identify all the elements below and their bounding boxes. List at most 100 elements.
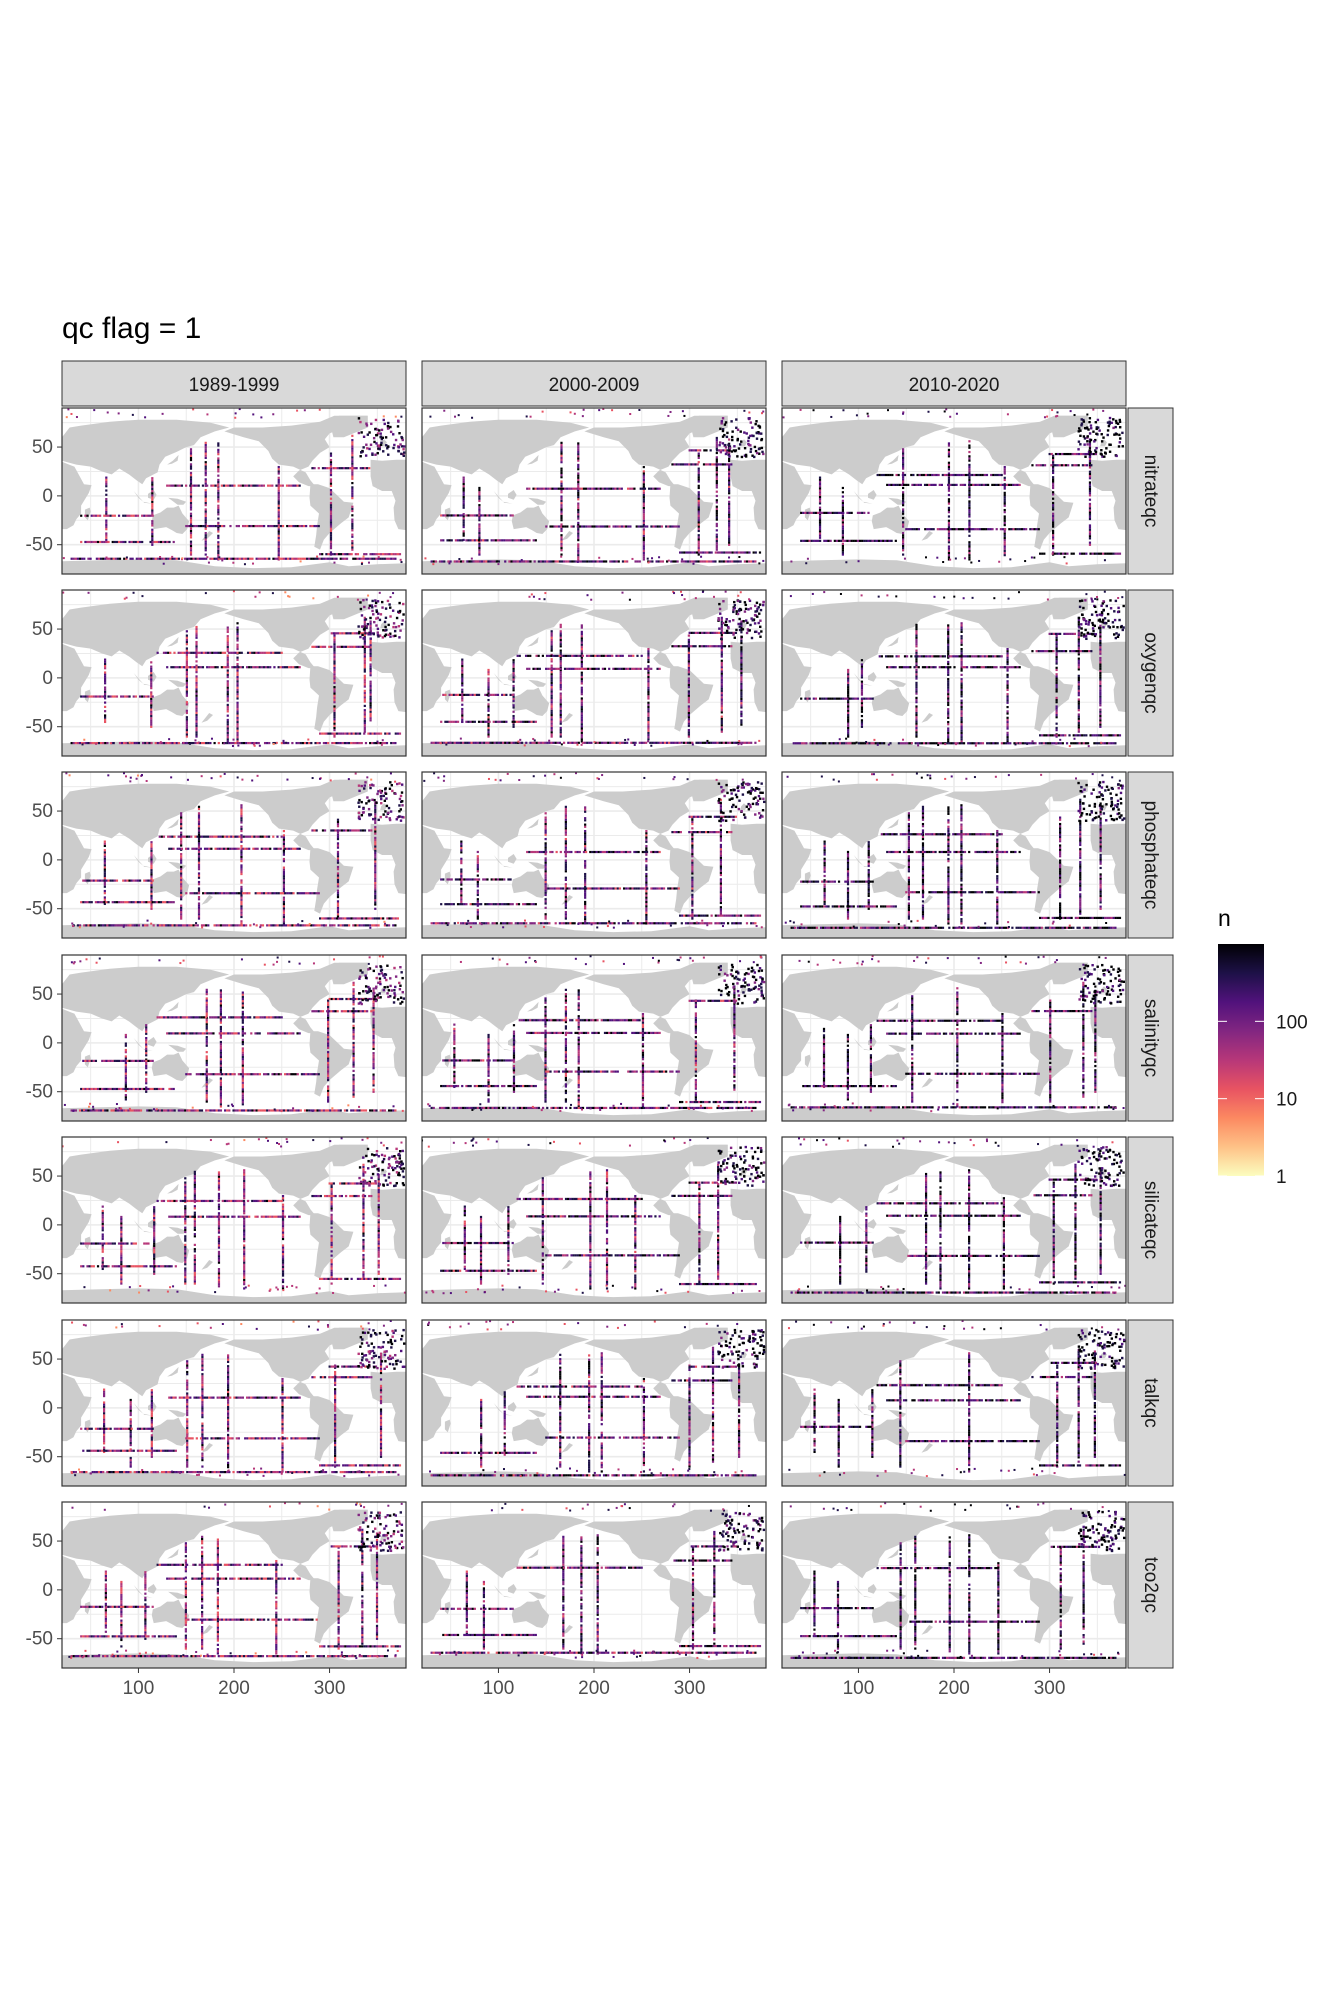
obs-tile [67, 408, 70, 411]
obs-tile [927, 655, 930, 658]
obs-tile [1099, 644, 1102, 647]
obs-tile [720, 730, 723, 733]
obs-tile [754, 422, 757, 426]
obs-tile [139, 557, 143, 560]
obs-tile [947, 541, 951, 544]
obs-tile [551, 487, 554, 490]
land-mass [584, 597, 728, 669]
obs-tile [353, 632, 356, 635]
obs-tile [161, 412, 164, 415]
obs-tile [536, 487, 539, 490]
obs-tile [762, 410, 765, 413]
obs-tile [195, 655, 198, 659]
obs-tile [151, 500, 154, 503]
obs-tile [720, 618, 723, 622]
obs-tile [909, 528, 912, 531]
obs-tile [720, 666, 723, 669]
obs-tile [818, 528, 822, 531]
obs-tile [615, 741, 618, 744]
obs-tile [167, 557, 170, 560]
obs-tile [889, 473, 892, 477]
land-mass [782, 643, 812, 712]
obs-tile [747, 560, 751, 563]
obs-tile [580, 682, 583, 685]
obs-tile [711, 463, 714, 466]
obs-tile [1099, 684, 1102, 688]
obs-tile [720, 422, 723, 425]
obs-tile [902, 497, 905, 500]
obs-tile [949, 483, 952, 487]
obs-tile [487, 683, 490, 687]
obs-tile [847, 692, 850, 695]
obs-tile [550, 630, 553, 633]
obs-tile [1052, 525, 1055, 528]
obs-tile [572, 525, 575, 528]
obs-tile [390, 741, 393, 745]
obs-tile [1121, 445, 1124, 448]
obs-tile [746, 621, 749, 625]
obs-tile [518, 741, 522, 744]
obs-tile [217, 554, 220, 557]
obs-tile [1029, 528, 1032, 531]
obs-tile [728, 539, 731, 542]
obs-tile [668, 741, 671, 744]
obs-tile [147, 695, 150, 698]
obs-tile [376, 740, 379, 743]
obs-tile [1053, 552, 1056, 555]
obs-tile [277, 487, 280, 490]
obs-tile [687, 686, 690, 689]
obs-tile [916, 655, 919, 658]
obs-tile [947, 699, 950, 702]
obs-tile [728, 459, 731, 463]
obs-tile [715, 479, 718, 483]
obs-tile [724, 741, 728, 744]
obs-tile [1003, 517, 1006, 520]
obs-tile [907, 483, 910, 487]
obs-tile [189, 495, 193, 498]
obs-tile [151, 498, 154, 501]
obs-tile [250, 524, 253, 528]
obs-tile [104, 680, 107, 683]
obs-tile [236, 682, 239, 685]
obs-tile [577, 474, 580, 477]
obs-tile [324, 557, 328, 560]
obs-tile [1099, 669, 1102, 673]
obs-tile [557, 667, 560, 670]
obs-tile [609, 654, 612, 657]
obs-tile [577, 517, 580, 520]
obs-tile [959, 528, 963, 531]
obs-tile [697, 499, 700, 502]
obs-tile [647, 647, 650, 651]
obs-tile [337, 732, 341, 735]
obs-tile [539, 741, 543, 744]
obs-tile [389, 606, 392, 609]
y-tick-label: 50 [32, 619, 53, 640]
obs-tile [366, 622, 370, 626]
obs-tile [90, 514, 93, 517]
obs-tile [284, 557, 288, 560]
obs-tile [580, 641, 583, 644]
obs-tile [1037, 650, 1040, 653]
obs-tile [861, 511, 864, 514]
obs-tile [720, 700, 723, 703]
obs-tile [559, 735, 562, 738]
obs-tile [1099, 672, 1102, 675]
obs-tile [1055, 681, 1058, 684]
obs-tile [559, 711, 562, 715]
obs-tile [236, 693, 239, 696]
obs-tile [642, 549, 645, 552]
obs-tile [577, 491, 580, 494]
obs-tile [580, 710, 583, 713]
obs-tile [277, 496, 280, 499]
obs-tile [538, 487, 541, 490]
obs-tile [884, 473, 888, 477]
obs-tile [83, 738, 86, 741]
obs-tile [333, 713, 336, 717]
obs-tile [260, 484, 263, 487]
obs-tile [580, 680, 583, 683]
obs-tile [902, 463, 905, 466]
obs-tile [714, 741, 717, 744]
obs-tile [242, 557, 246, 560]
obs-tile [1099, 661, 1102, 664]
obs-tile [288, 524, 291, 528]
